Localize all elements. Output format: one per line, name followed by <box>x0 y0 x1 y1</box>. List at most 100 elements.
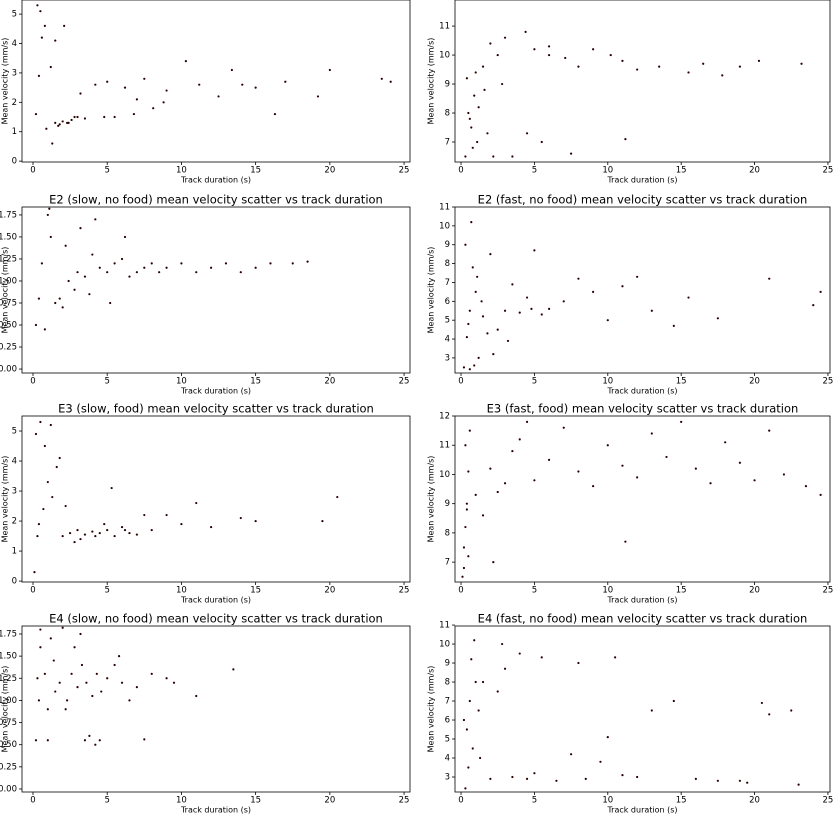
x-tick-label: 20 <box>749 796 760 806</box>
point <box>465 77 468 80</box>
x-tick-label: 15 <box>250 796 261 806</box>
point <box>464 525 467 529</box>
point <box>128 699 131 702</box>
point <box>389 80 392 83</box>
point <box>609 53 612 57</box>
point <box>39 420 42 424</box>
point <box>66 699 69 702</box>
point <box>511 775 514 779</box>
point <box>40 262 43 265</box>
y-tick-label: 4 <box>12 39 17 49</box>
point <box>158 271 161 274</box>
point <box>64 504 67 508</box>
x-tick-label: 25 <box>823 377 834 387</box>
point <box>555 779 558 782</box>
y-tick-label: 1.00 <box>0 276 17 286</box>
point <box>70 118 73 122</box>
x-tick-label: 10 <box>176 166 187 176</box>
x-tick-label: 5 <box>104 796 109 806</box>
point <box>738 779 741 782</box>
point <box>39 628 42 631</box>
point <box>812 303 815 307</box>
point <box>462 546 466 549</box>
point <box>694 777 697 780</box>
point <box>63 24 66 27</box>
point <box>73 115 76 119</box>
point <box>592 290 595 293</box>
point <box>106 528 109 532</box>
point <box>210 266 213 269</box>
x-tick-label: 25 <box>399 166 410 176</box>
point <box>721 74 724 77</box>
y-tick-label: 10 <box>439 221 450 231</box>
plot-frame <box>21 0 411 163</box>
point <box>709 482 712 485</box>
point <box>61 306 64 309</box>
point <box>525 296 529 299</box>
point <box>46 708 49 711</box>
point <box>43 24 46 27</box>
point <box>465 508 468 511</box>
point <box>58 123 61 126</box>
x-tick-label: 10 <box>602 166 613 176</box>
x-tick-label: 10 <box>176 377 187 387</box>
point <box>800 62 803 65</box>
chart-title: E2 (slow, no food) mean velocity scatter… <box>49 193 383 207</box>
point <box>123 235 127 239</box>
point <box>467 555 470 558</box>
x-tick-label: 0 <box>30 166 35 176</box>
y-axis-label: Mean velocity (mm/s) <box>427 38 436 125</box>
y-axis-label: Mean velocity (mm/s) <box>1 666 10 753</box>
y-tick-label: 10 <box>439 51 450 61</box>
point <box>83 117 87 120</box>
x-tick-label: 10 <box>602 586 613 596</box>
y-tick-label: 1.75 <box>0 210 17 220</box>
point <box>464 155 467 158</box>
point <box>562 300 565 303</box>
point <box>73 288 76 291</box>
point <box>45 127 48 130</box>
point <box>492 353 495 356</box>
point <box>36 4 39 7</box>
y-tick-label: 0.50 <box>0 321 17 331</box>
x-axis-label: Track duration (s) <box>180 176 251 185</box>
point <box>106 80 109 83</box>
point <box>198 83 201 86</box>
point <box>478 756 482 760</box>
point <box>474 493 477 497</box>
y-tick-label: 8 <box>445 109 450 119</box>
point <box>58 456 61 460</box>
y-tick-label: 7 <box>445 278 450 288</box>
x-tick-label: 0 <box>458 586 463 596</box>
chart-title: E3 (fast, food) mean velocity scatter vs… <box>487 402 799 416</box>
point <box>39 646 42 649</box>
x-tick-label: 25 <box>399 586 410 596</box>
point <box>462 566 466 570</box>
point <box>34 739 38 742</box>
point <box>224 262 228 265</box>
point <box>461 575 464 578</box>
point <box>162 101 165 104</box>
point <box>503 36 507 39</box>
point <box>471 747 474 750</box>
point <box>540 140 543 144</box>
x-tick-label: 25 <box>823 796 834 806</box>
point <box>143 266 146 269</box>
point <box>533 48 536 51</box>
chart-title: E2 (fast, no food) mean velocity scatter… <box>478 193 808 207</box>
point <box>103 115 106 119</box>
point <box>34 432 38 436</box>
point <box>91 530 94 533</box>
y-axis-label: Mean velocity (mm/s) <box>1 247 10 334</box>
plot-frame <box>454 206 831 374</box>
x-tick-label: 10 <box>602 377 613 387</box>
y-tick-label: 10 <box>439 640 450 650</box>
point <box>577 277 580 280</box>
point <box>486 332 489 335</box>
point <box>336 495 339 499</box>
point <box>486 132 489 135</box>
x-tick-label: 10 <box>176 796 187 806</box>
point <box>524 30 527 33</box>
point <box>724 441 727 444</box>
